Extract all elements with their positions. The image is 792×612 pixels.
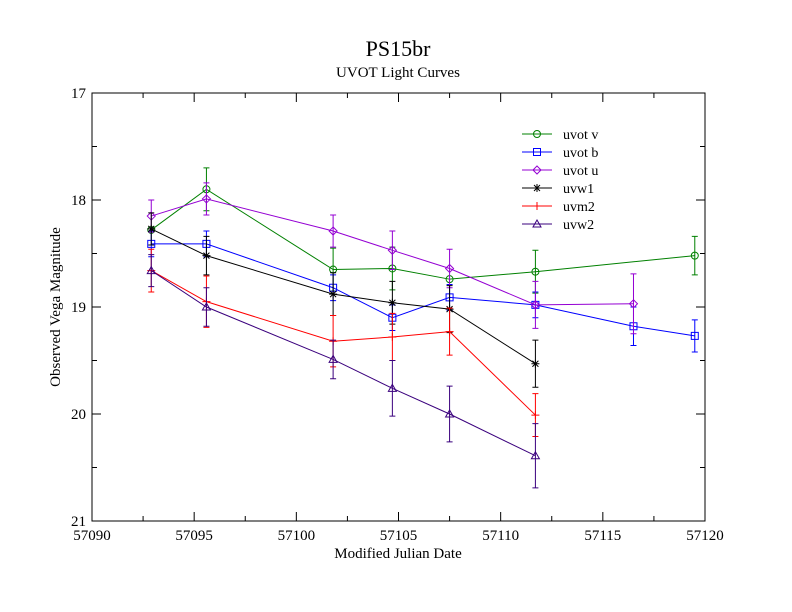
legend: uvot v uvot b uvot u uvw1 uvm2 uvw2: [514, 122, 622, 236]
y-tick-label: 20: [71, 407, 86, 423]
x-tick-label: 57110: [482, 528, 519, 544]
legend-box: [514, 122, 622, 236]
legend-entry-uvot-b: uvot b: [522, 146, 598, 161]
legend-label-uvot-v: uvot v: [563, 128, 598, 143]
series-line-uvw2: [150, 270, 536, 457]
series-uvw2: [146, 254, 541, 489]
data-point-uvw2: [328, 354, 338, 363]
chart-title: PS15br: [366, 36, 431, 61]
data-point-uvw2: [146, 265, 157, 275]
legend-marker-uvw2: [532, 218, 542, 228]
x-tick-label: 57095: [175, 528, 213, 544]
x-tick-label: 57100: [278, 528, 316, 544]
error-bar-uvot-u: [630, 273, 637, 335]
data-point-uvot-v: [531, 267, 540, 276]
legend-entry-uvw1: uvw1: [522, 182, 594, 197]
error-bar-uvot-u: [203, 182, 210, 216]
data-point-uvw1: [531, 359, 540, 368]
error-bar-uvot-v: [691, 235, 698, 276]
legend-label-uvw2: uvw2: [563, 218, 594, 233]
x-tick-label: 57115: [584, 528, 621, 544]
legend-entry-uvm2: uvm2: [522, 200, 595, 215]
data-point-uvw1: [147, 224, 156, 233]
error-bar-uvot-u: [389, 230, 396, 271]
data-point-uvw1: [388, 298, 397, 307]
legend-label-uvw1: uvw1: [563, 182, 594, 197]
data-point-uvw1: [329, 290, 338, 299]
data-point-uvot-u: [201, 194, 212, 204]
data-point-uvw2: [387, 383, 398, 392]
data-point-uvot-u: [628, 299, 639, 309]
series-line-uvm2: [151, 270, 536, 416]
data-point-uvm2: [388, 332, 397, 341]
y-tick-label: 21: [71, 514, 86, 530]
legend-marker-uvot-v: [533, 130, 541, 138]
legend-entry-uvot-v: uvot v: [522, 128, 598, 143]
data-point-uvm2: [445, 327, 454, 336]
y-tick-label: 19: [71, 300, 86, 316]
x-tick-label: 57120: [686, 528, 724, 544]
error-bar-uvot-u: [330, 214, 337, 248]
data-point-uvot-v: [690, 251, 699, 260]
y-tick-label: 17: [71, 86, 87, 102]
legend-label-uvot-b: uvot b: [563, 146, 598, 161]
legend-entry-uvot-u: uvot u: [522, 164, 598, 179]
error-bar-uvot-b: [691, 319, 698, 353]
data-point-uvot-u: [387, 245, 398, 255]
error-bar-uvw2: [148, 254, 155, 288]
data-point-uvm2: [531, 411, 540, 420]
error-bar-uvw2: [446, 385, 453, 443]
error-bar-uvw2: [203, 287, 210, 327]
series-line-uvot-b: [151, 243, 695, 337]
x-tick-label: 57090: [73, 528, 111, 544]
legend-marker-uvot-u: [532, 165, 542, 175]
chart-subtitle: UVOT Light Curves: [336, 65, 460, 81]
error-bar-uvw2: [389, 360, 396, 417]
data-point-uvw2: [201, 301, 212, 311]
legend-label-uvm2: uvm2: [563, 200, 595, 215]
legend-label-uvot-u: uvot u: [563, 164, 598, 179]
x-axis-label: Modified Julian Date: [334, 546, 462, 562]
data-point-uvot-u: [444, 263, 455, 274]
x-tick-label: 57105: [380, 528, 418, 544]
data-point-uvot-u: [328, 226, 338, 236]
axis-ticks: 57090 57095 57100 57105 57110 57115 57120 17 18 1…: [71, 86, 724, 544]
data-point-uvot-u: [530, 300, 541, 310]
legend-marker-uvot-b: [533, 148, 541, 156]
error-bar-uvw2: [532, 423, 539, 489]
series-uvm2: [147, 248, 540, 437]
series-uvot-u: [146, 182, 639, 335]
data-point-uvw1: [202, 251, 211, 260]
series-layer: [146, 167, 699, 489]
legend-marker-uvw1: [533, 184, 541, 192]
legend-marker-uvm2: [533, 202, 541, 210]
error-bar-uvw2: [330, 339, 337, 380]
data-point-uvw2: [530, 450, 541, 460]
series-line-uvw1: [151, 228, 536, 365]
error-bar-uvot-u: [532, 280, 539, 329]
data-point-uvw2: [444, 408, 455, 418]
y-axis-label: Observed Vega Magnitude: [48, 227, 64, 387]
y-tick-label: 18: [71, 193, 86, 209]
data-point-uvot-b: [690, 331, 699, 340]
legend-entry-uvw2: uvw2: [522, 218, 594, 233]
